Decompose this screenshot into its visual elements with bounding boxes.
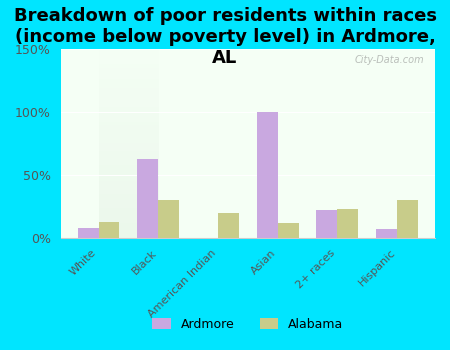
Bar bbox=[158, 200, 179, 238]
Text: City-Data.com: City-Data.com bbox=[354, 55, 424, 65]
Bar bbox=[316, 210, 338, 238]
Legend: Ardmore, Alabama: Ardmore, Alabama bbox=[147, 313, 349, 336]
Bar bbox=[397, 200, 418, 238]
Bar bbox=[338, 209, 358, 238]
Bar bbox=[376, 229, 397, 238]
Bar bbox=[257, 112, 278, 238]
Bar bbox=[99, 222, 119, 238]
Bar bbox=[278, 223, 298, 238]
Bar bbox=[77, 228, 99, 238]
Bar bbox=[218, 213, 239, 238]
Bar bbox=[137, 159, 158, 238]
Text: Breakdown of poor residents within races
(income below poverty level) in Ardmore: Breakdown of poor residents within races… bbox=[14, 7, 436, 66]
